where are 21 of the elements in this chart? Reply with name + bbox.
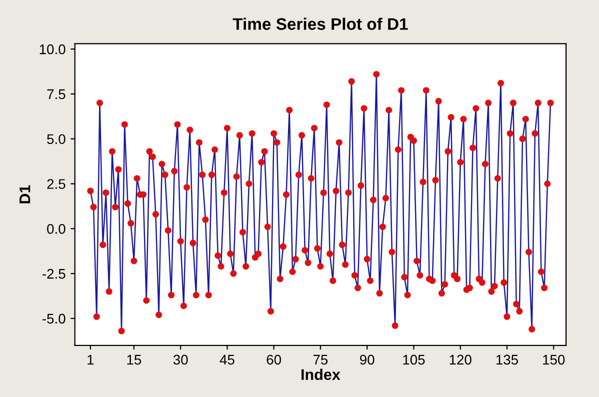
x-tick-label: 105 [403,354,425,365]
y-tick-label: 10.0 [40,44,66,54]
y-tick-label: -2.5 [42,268,66,279]
x-tick-label: 120 [450,354,472,365]
x-tick-label: 60 [266,354,282,365]
chart-title: Time Series Plot of D1 [232,18,408,30]
x-tick-label: 30 [173,354,188,365]
x-axis-title: Index [302,368,340,380]
x-tick-label: 135 [496,354,518,365]
y-tick-label: -5.0 [42,314,66,324]
x-tick-label: 90 [360,354,374,365]
y-tick-label: 0.0 [47,224,66,234]
x-tick-label: 15 [127,354,142,365]
y-tick-label: 5.0 [47,134,66,144]
y-axis-title: D1 [20,185,30,204]
x-tick-label: 150 [543,354,565,365]
x-tick-label: 75 [313,354,328,365]
y-tick-label: 7.5 [47,89,66,100]
y-tick-label: 2.5 [47,179,66,189]
x-tick-label: 45 [220,354,234,365]
x-tick-label: 1 [88,354,94,364]
